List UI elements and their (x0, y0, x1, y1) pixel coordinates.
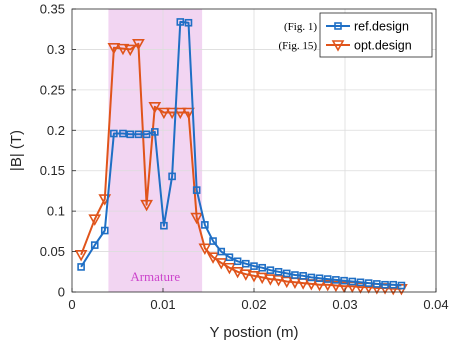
data-point-ref.design (201, 221, 209, 229)
y-tick-label: 0.25 (40, 82, 65, 97)
x-axis-label: Y postion (m) (210, 324, 299, 341)
data-point-opt.design (264, 274, 277, 286)
data-point-ref.design (192, 186, 201, 194)
y-tick-label: 0.15 (40, 163, 65, 178)
data-point-ref.design (176, 18, 185, 26)
data-point-opt.design (116, 43, 130, 56)
data-point-ref.design (323, 275, 332, 283)
data-point-opt.design (123, 44, 137, 57)
data-point-opt.design (157, 107, 171, 120)
data-point-ref.design (168, 172, 176, 181)
series-opt.design (74, 38, 408, 296)
data-point-opt.design (255, 272, 269, 285)
data-point-ref.design (233, 257, 242, 266)
data-point-opt.design (88, 214, 102, 226)
data-point-ref.design (110, 129, 118, 138)
x-tick-label: 0.01 (150, 297, 175, 312)
data-point-opt.design (321, 279, 335, 292)
y-tick-label: 0.1 (47, 204, 65, 219)
data-point-ref.design (274, 267, 283, 276)
region-label: Armature (130, 269, 180, 284)
data-point-ref.design (282, 269, 291, 278)
figure-reference-note: (Fig. 1) (284, 21, 317, 33)
y-tick-label: 0.2 (47, 123, 65, 138)
data-point-ref.design (90, 241, 99, 249)
data-point-opt.design (74, 250, 88, 262)
data-point-ref.design (209, 237, 217, 245)
y-tick-label: 0.3 (47, 42, 65, 57)
data-point-ref.design (299, 272, 307, 280)
data-point-ref.design (77, 263, 85, 271)
legend-label-ref.design: ref.design (354, 20, 409, 34)
data-point-ref.design (266, 266, 275, 274)
data-point-ref.design (340, 276, 348, 285)
data-point-opt.design (198, 243, 212, 255)
data-point-ref.design (100, 226, 109, 235)
data-point-ref.design (364, 279, 373, 287)
y-tick-label: 0.35 (40, 2, 65, 17)
data-point-ref.design (250, 262, 258, 270)
data-point-ref.design (134, 130, 143, 139)
data-point-ref.design (184, 18, 193, 27)
data-point-opt.design (247, 271, 261, 283)
data-point-ref.design (397, 281, 406, 290)
x-tick-label: 0 (68, 297, 75, 312)
series-ref.design (77, 18, 406, 290)
data-point-ref.design (348, 277, 357, 286)
data-point-ref.design (389, 280, 398, 289)
data-point-opt.design (148, 102, 162, 114)
data-point-opt.design (231, 266, 244, 279)
data-point-ref.design (291, 271, 299, 279)
y-axis-label: |B| (T) (8, 130, 25, 171)
data-point-opt.design (132, 38, 145, 51)
data-point-opt.design (107, 43, 121, 55)
data-point-opt.design (272, 275, 285, 287)
data-point-ref.design (151, 128, 159, 136)
data-point-ref.design (142, 130, 151, 139)
figure-reference-note: (Fig. 15) (279, 40, 318, 52)
data-point-opt.design (190, 212, 204, 225)
legend-marker-opt.design (331, 40, 345, 52)
data-point-ref.design (307, 273, 316, 282)
data-point-ref.design (315, 274, 324, 283)
legend: ref.design opt.design (319, 12, 433, 58)
data-point-ref.design (242, 259, 250, 268)
data-point-opt.design (182, 107, 195, 120)
data-point-opt.design (223, 262, 236, 275)
data-point-opt.design (337, 281, 351, 293)
data-point-opt.design (280, 276, 294, 289)
y-tick-label: 0.05 (40, 244, 65, 259)
data-point-ref.design (217, 247, 226, 256)
data-point-ref.design (356, 278, 365, 287)
data-point-opt.design (173, 107, 187, 120)
x-tick-label: 0.04 (423, 297, 448, 312)
data-point-opt.design (206, 252, 220, 264)
armature-region (108, 9, 203, 292)
data-point-ref.design (373, 280, 381, 288)
data-point-ref.design (381, 280, 389, 289)
x-tick-label: 0.02 (241, 297, 266, 312)
x-tick-label: 0.03 (332, 297, 357, 312)
legend-marker-ref.design (334, 22, 342, 30)
data-point-ref.design (332, 276, 340, 284)
data-point-ref.design (225, 253, 234, 262)
data-point-ref.design (119, 129, 127, 138)
data-point-opt.design (239, 269, 253, 281)
data-point-ref.design (160, 221, 168, 230)
data-point-ref.design (126, 130, 135, 139)
legend-label-opt.design: opt.design (354, 39, 412, 53)
data-point-ref.design (258, 263, 266, 272)
data-point-opt.design (329, 280, 343, 293)
data-point-opt.design (140, 199, 153, 212)
y-tick-label: 0 (58, 285, 65, 300)
